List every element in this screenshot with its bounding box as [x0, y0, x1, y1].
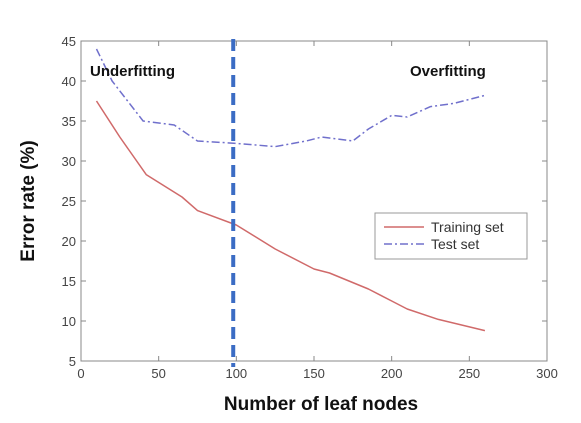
y-ticks: 5 10 15 20 25 30 35 40 45 — [62, 34, 547, 369]
y-axis-title: Error rate (%) — [18, 140, 39, 261]
y-tick-label: 20 — [62, 234, 76, 249]
legend-label-test: Test set — [431, 236, 479, 252]
x-axis-title: Number of leaf nodes — [224, 394, 418, 415]
underfitting-annotation: Underfitting — [90, 63, 175, 80]
x-tick-label: 50 — [151, 366, 165, 381]
series-line-test — [95, 48, 486, 148]
x-tick-label: 300 — [536, 366, 558, 381]
y-tick-label: 10 — [62, 314, 76, 329]
plot-area — [80, 40, 548, 362]
y-tick-label: 5 — [69, 354, 76, 369]
legend-label-training: Training set — [431, 219, 504, 235]
x-tick-label: 200 — [381, 366, 403, 381]
legend: Training set Test set — [374, 212, 528, 260]
x-tick-label: 150 — [303, 366, 325, 381]
x-ticks: 0 50 100 150 200 250 300 — [77, 41, 558, 381]
y-tick-label: 30 — [62, 154, 76, 169]
overfitting-annotation: Overfitting — [410, 63, 486, 80]
x-tick-label: 100 — [225, 366, 247, 381]
y-tick-label: 45 — [62, 34, 76, 49]
x-tick-label: 0 — [77, 366, 84, 381]
series-line-training — [95, 100, 486, 332]
y-tick-label: 25 — [62, 194, 76, 209]
x-tick-label: 250 — [458, 366, 480, 381]
y-tick-label: 15 — [62, 274, 76, 289]
y-tick-label: 40 — [62, 74, 76, 89]
y-tick-label: 35 — [62, 114, 76, 129]
legend-box — [374, 212, 528, 260]
series-layer — [95, 48, 486, 332]
